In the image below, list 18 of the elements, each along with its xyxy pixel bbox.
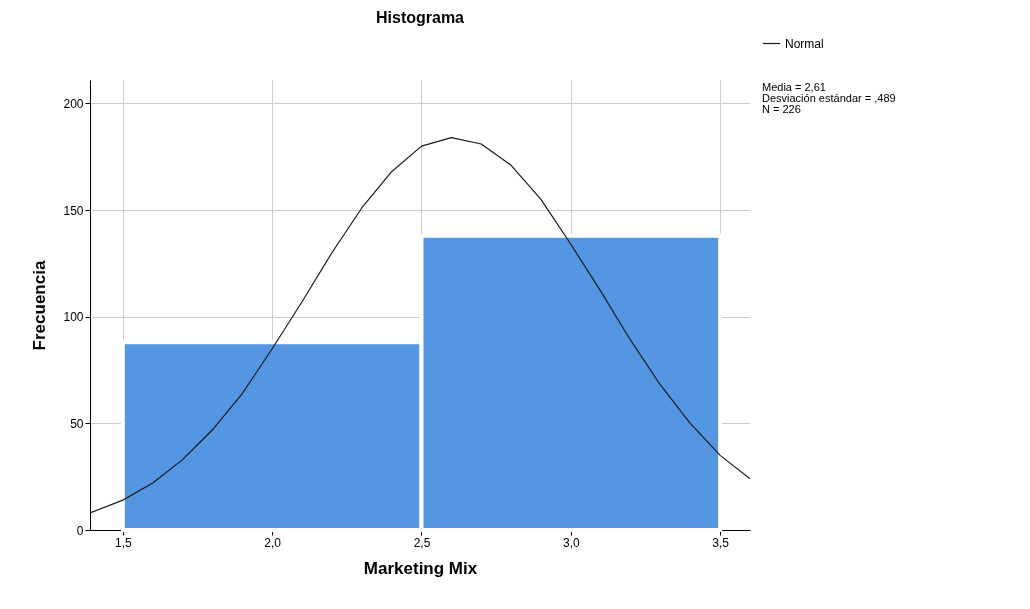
- x-tick-label: 3,0: [562, 535, 580, 550]
- y-tick-label: 150: [63, 203, 84, 218]
- y-tick-label: 50: [70, 416, 84, 431]
- x-tick-label: 1,5: [115, 535, 133, 550]
- y-tick-label: 100: [63, 310, 84, 325]
- text: N = 226: [762, 103, 801, 115]
- text: Desviación estándar = ,489: [762, 92, 896, 104]
- y-axis-title: Frecuencia: [30, 260, 50, 351]
- x-tick-label: 2,0: [264, 535, 282, 550]
- y-tick-label: 200: [63, 96, 84, 111]
- chart-title: Histograma: [375, 9, 465, 26]
- x-axis-title: Marketing Mix: [363, 558, 478, 578]
- x-tick-label: 3,5: [712, 535, 730, 550]
- legend-label: Normal: [785, 36, 824, 51]
- y-tick-label: 0: [76, 523, 84, 538]
- line-series: [90, 136, 750, 514]
- x-tick-label: 2,5: [413, 535, 431, 550]
- text: Media = 2,61: [762, 81, 826, 93]
